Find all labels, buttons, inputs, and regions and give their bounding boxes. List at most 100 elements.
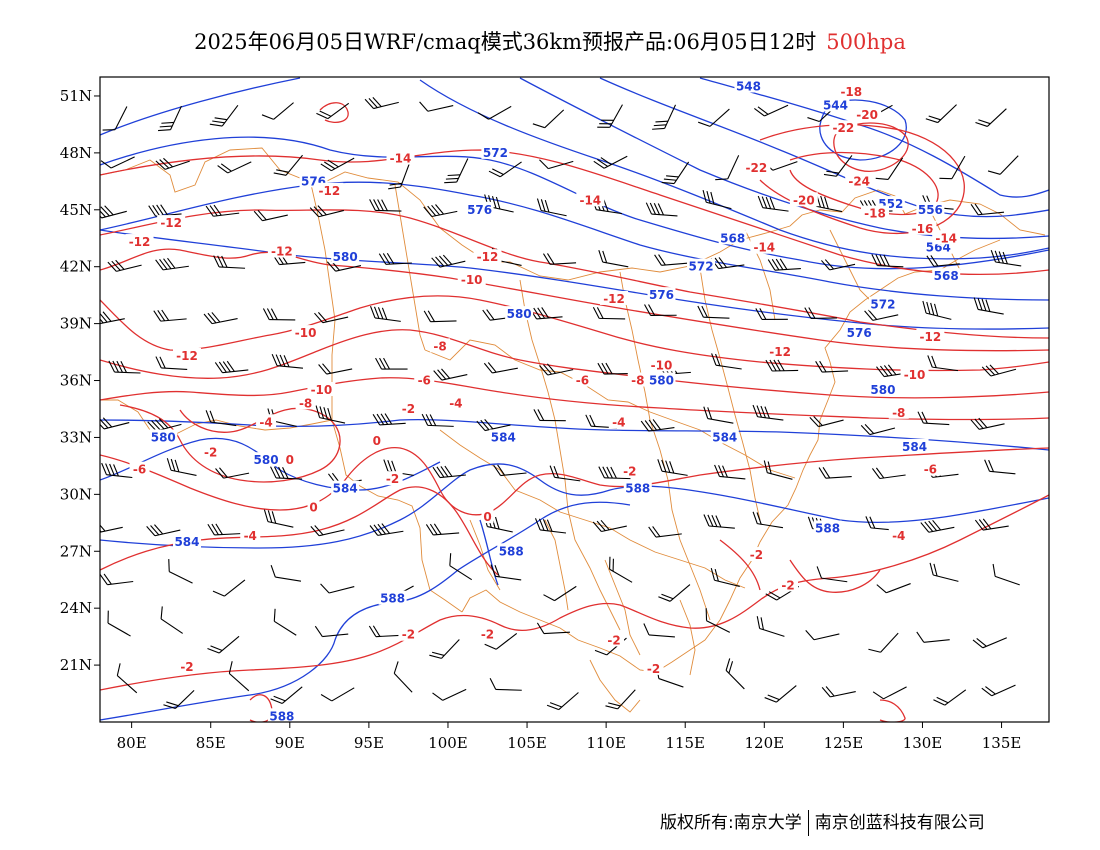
temperature-label: -10: [461, 273, 483, 287]
contour-label-bg: [477, 626, 498, 641]
wind-barb: [262, 308, 296, 321]
border-lines: [100, 147, 1046, 713]
wind-barb: [532, 109, 565, 129]
wind-barb: [207, 523, 241, 536]
geopotential-label: 572: [689, 260, 714, 274]
geopotential-label: 584: [712, 430, 737, 444]
wind-barb: [609, 556, 633, 583]
contour-label-bg: [647, 287, 676, 302]
wind-barb: [476, 419, 511, 432]
x-tick-label: 115E: [665, 734, 705, 752]
temperature-label: -10: [295, 326, 317, 340]
contour-label-bg: [497, 543, 526, 558]
wind-barb: [263, 509, 294, 528]
wind-barb: [108, 360, 141, 374]
wind-barb: [488, 161, 522, 178]
wind-barb: [981, 364, 1017, 377]
wind-barb: [146, 524, 181, 537]
wind-barb: [543, 585, 577, 602]
wind-barb: [432, 465, 466, 479]
wind-barb: [315, 405, 346, 424]
wind-barb: [320, 687, 355, 702]
wind-barb: [444, 158, 469, 184]
contour-label-bg: [267, 708, 296, 722]
temperature-label: -4: [892, 529, 905, 543]
wind-barb: [155, 356, 188, 371]
wind-barb: [425, 523, 460, 536]
temperature-label: -4: [449, 396, 462, 410]
map-title: 2025年06月05日WRF/cmaq模式36km预报产品:06月05日12时 5…: [0, 26, 1100, 56]
wind-barb: [605, 689, 636, 710]
pressure-level: 500hpa: [826, 30, 906, 54]
temperature-label: 0: [286, 453, 294, 467]
contour-label-bg: [916, 201, 945, 216]
y-tick-label: 24N: [60, 599, 92, 617]
wind-barb: [203, 312, 238, 325]
wind-barb: [320, 583, 355, 594]
wind-barb: [661, 161, 690, 185]
wind-barb: [876, 583, 911, 594]
wind-barb: [536, 622, 570, 635]
temperature-label: -4: [244, 529, 257, 543]
wind-barb: [703, 406, 734, 424]
wind-barb: [543, 253, 577, 265]
wind-barb: [648, 526, 682, 538]
y-tick-label: 42N: [60, 258, 92, 276]
geopotential-label: 580: [333, 250, 358, 264]
temperature-label: -14: [935, 231, 957, 245]
wind-barb: [270, 565, 302, 582]
wind-barb: [815, 360, 849, 373]
wind-barb: [920, 519, 955, 533]
wind-barb: [310, 525, 345, 537]
geopotential-label: 576: [847, 326, 872, 340]
wind-barb: [972, 637, 1007, 649]
contour-label-bg: [307, 382, 336, 397]
wind-barb: [643, 623, 675, 638]
contour-label-bg: [172, 347, 201, 362]
contour-label-bg: [845, 173, 874, 188]
wind-barb: [860, 424, 896, 436]
contour-label-bg: [398, 626, 419, 641]
wind-barb: [752, 511, 784, 529]
contour-label-bg: [608, 414, 629, 429]
wind-barb: [477, 105, 512, 120]
wind-barb: [168, 559, 193, 584]
wind-barb: [970, 203, 1005, 216]
contour-label-bg: [845, 325, 874, 340]
wind-barb: [534, 518, 567, 534]
x-tick-label: 90E: [275, 734, 305, 752]
contour-label-bg: [920, 461, 941, 476]
contour-label-bg: [600, 290, 629, 305]
wind-barb: [546, 692, 579, 711]
wind-barb: [261, 102, 294, 120]
contour-label-bg: [908, 220, 937, 235]
temperature-label: -12: [318, 184, 340, 198]
wind-barb: [484, 632, 518, 650]
wind-barb: [271, 353, 304, 369]
contour-label-bg: [623, 480, 652, 495]
wind-barb: [864, 309, 899, 321]
wind-barb: [153, 309, 187, 322]
temperature-label: -2: [623, 465, 636, 479]
wind-barb: [100, 521, 123, 534]
contour-label-bg: [465, 201, 494, 216]
wind-barb: [107, 259, 142, 272]
geopotential-label: 584: [491, 430, 516, 444]
wind-barb: [763, 460, 793, 480]
wind-barb: [598, 466, 631, 480]
wind-barb: [214, 360, 249, 374]
wind-barb: [449, 553, 473, 581]
wind-barb: [871, 467, 906, 480]
temperature-label: -14: [753, 241, 775, 255]
contour-label-bg: [932, 268, 961, 283]
wind-barb: [597, 104, 623, 128]
temperature-label: -12: [769, 345, 791, 359]
contour-label-bg: [710, 429, 739, 444]
y-tick-label: 30N: [60, 485, 92, 503]
geopotential-label: 568: [720, 231, 745, 245]
x-tick-label: 120E: [745, 734, 785, 752]
wind-barb: [698, 108, 730, 127]
wind-barb: [872, 686, 907, 700]
contour-label-bg: [647, 372, 676, 387]
contour-label-bg: [176, 658, 197, 673]
